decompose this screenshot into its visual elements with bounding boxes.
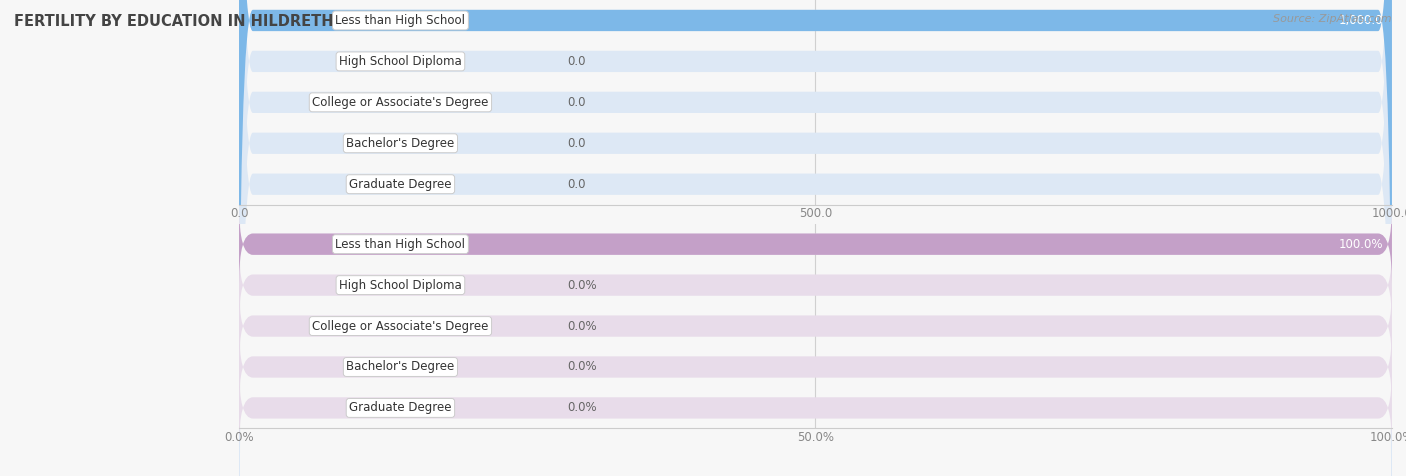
Text: 0.0: 0.0 [568, 137, 586, 150]
FancyBboxPatch shape [239, 0, 1392, 476]
FancyBboxPatch shape [239, 0, 1392, 476]
Text: 0.0%: 0.0% [568, 401, 598, 415]
FancyBboxPatch shape [239, 206, 1392, 283]
FancyBboxPatch shape [239, 0, 1392, 476]
FancyBboxPatch shape [239, 0, 1392, 476]
Text: Graduate Degree: Graduate Degree [349, 178, 451, 191]
FancyBboxPatch shape [239, 0, 1392, 476]
Text: FERTILITY BY EDUCATION IN HILDRETH: FERTILITY BY EDUCATION IN HILDRETH [14, 14, 333, 30]
Text: High School Diploma: High School Diploma [339, 55, 461, 68]
Text: Bachelor's Degree: Bachelor's Degree [346, 137, 454, 150]
Text: 0.0: 0.0 [568, 178, 586, 191]
FancyBboxPatch shape [239, 0, 1392, 476]
Text: 0.0%: 0.0% [568, 319, 598, 333]
Text: College or Associate's Degree: College or Associate's Degree [312, 319, 489, 333]
FancyBboxPatch shape [239, 206, 1392, 283]
Text: 0.0%: 0.0% [568, 360, 598, 374]
Text: Less than High School: Less than High School [336, 14, 465, 27]
FancyBboxPatch shape [239, 247, 1392, 324]
Text: Source: ZipAtlas.com: Source: ZipAtlas.com [1274, 14, 1392, 24]
Text: College or Associate's Degree: College or Associate's Degree [312, 96, 489, 109]
Text: Bachelor's Degree: Bachelor's Degree [346, 360, 454, 374]
Text: 1,000.0: 1,000.0 [1339, 14, 1382, 27]
Text: Graduate Degree: Graduate Degree [349, 401, 451, 415]
Text: 100.0%: 100.0% [1339, 238, 1382, 251]
FancyBboxPatch shape [239, 369, 1392, 446]
Text: 0.0%: 0.0% [568, 278, 598, 292]
Text: High School Diploma: High School Diploma [339, 278, 461, 292]
Text: Less than High School: Less than High School [336, 238, 465, 251]
FancyBboxPatch shape [239, 288, 1392, 365]
FancyBboxPatch shape [239, 328, 1392, 406]
Text: 0.0: 0.0 [568, 55, 586, 68]
Text: 0.0: 0.0 [568, 96, 586, 109]
